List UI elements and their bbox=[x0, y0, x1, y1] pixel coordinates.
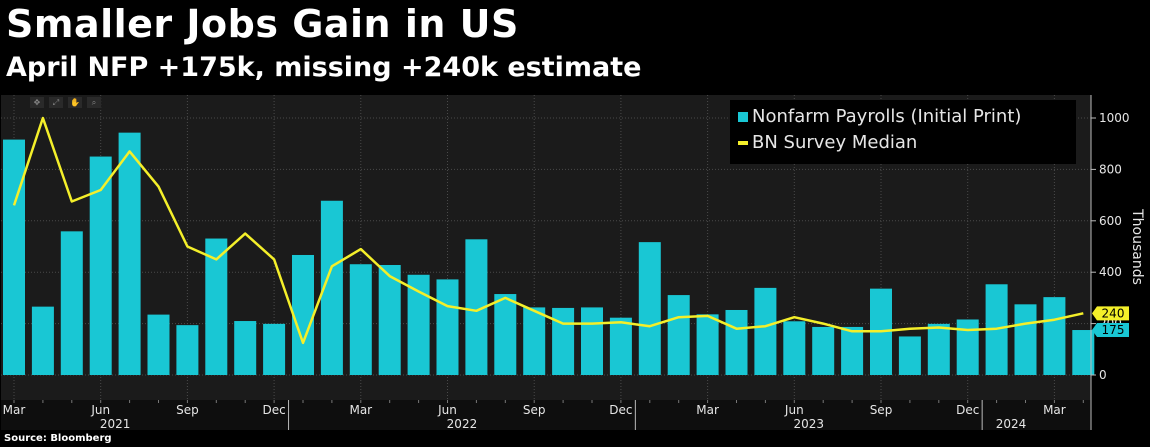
bar bbox=[89, 156, 112, 375]
year-label: 2024 bbox=[996, 417, 1027, 431]
year-label: 2023 bbox=[793, 417, 824, 431]
x-tick-label: Sep bbox=[176, 403, 199, 417]
y-axis: 02004006008001000Thousands bbox=[1090, 95, 1145, 430]
pan-icon[interactable]: ✋ bbox=[68, 97, 82, 108]
bar bbox=[465, 239, 488, 375]
chart-title: Smaller Jobs Gain in US bbox=[6, 2, 519, 46]
bar bbox=[956, 319, 979, 375]
x-tick-label: Jun bbox=[437, 403, 457, 417]
bar bbox=[263, 323, 286, 375]
bar bbox=[147, 314, 170, 375]
x-tick-label: Sep bbox=[870, 403, 893, 417]
x-tick-label: Dec bbox=[609, 403, 632, 417]
bar bbox=[696, 314, 719, 375]
x-tick-label: Dec bbox=[262, 403, 285, 417]
y-tick-label: 1000 bbox=[1099, 111, 1130, 125]
bar bbox=[349, 264, 372, 375]
bar bbox=[1043, 297, 1066, 375]
zoom-area-icon[interactable]: ⤢ bbox=[49, 97, 63, 108]
payroll-bars bbox=[3, 132, 1095, 375]
bar bbox=[667, 295, 690, 375]
bar bbox=[494, 294, 517, 375]
bar bbox=[841, 326, 864, 375]
bar bbox=[176, 325, 199, 375]
legend-label-survey: BN Survey Median bbox=[752, 132, 918, 153]
bar bbox=[552, 307, 575, 375]
bar bbox=[898, 336, 921, 375]
bar bbox=[581, 307, 603, 375]
end-label-box bbox=[1092, 306, 1129, 321]
bar bbox=[292, 254, 314, 375]
bar bbox=[783, 321, 806, 375]
y-tick-label: 600 bbox=[1099, 214, 1122, 228]
bar bbox=[436, 279, 459, 375]
legend-label-payrolls: Nonfarm Payrolls (Initial Print) bbox=[752, 106, 1022, 127]
bar bbox=[725, 309, 748, 375]
end-label-box bbox=[1092, 323, 1129, 338]
bar bbox=[927, 323, 950, 375]
bar bbox=[378, 265, 401, 375]
survey-line-path bbox=[12, 116, 1084, 345]
bar bbox=[60, 231, 83, 375]
end-label-text: 175 bbox=[1102, 323, 1125, 337]
x-tick-label: Jun bbox=[784, 403, 804, 417]
legend-swatch-bar bbox=[738, 111, 748, 122]
end-label-survey: 240 bbox=[1092, 306, 1129, 321]
x-axis: Mar Jun Sep Dec Mar Jun Sep Dec Mar Jun Sep Dec Mar 2… bbox=[3, 400, 1084, 431]
y-axis-title: Thousands bbox=[1129, 208, 1145, 285]
bar bbox=[638, 242, 661, 375]
bar bbox=[320, 200, 343, 375]
x-tick-label: Mar bbox=[1043, 403, 1066, 417]
legend-item-survey: BN Survey Median bbox=[738, 132, 917, 153]
end-label-text: 240 bbox=[1102, 306, 1125, 320]
x-tick-label: Dec bbox=[956, 403, 979, 417]
x-tick-label: Mar bbox=[349, 403, 372, 417]
bar bbox=[234, 321, 257, 375]
x-tick-label: Mar bbox=[3, 403, 26, 417]
chart-toolbar: ✥ ⤢ ✋ ⌕ bbox=[30, 97, 101, 109]
x-tick-label: Jun bbox=[90, 403, 110, 417]
bar bbox=[812, 326, 835, 375]
bar bbox=[1072, 330, 1095, 375]
legend: Nonfarm Payrolls (Initial Print) BN Surv… bbox=[730, 100, 1076, 164]
y-tick-label: 0 bbox=[1099, 368, 1107, 382]
legend-item-payrolls: Nonfarm Payrolls (Initial Print) bbox=[738, 106, 1021, 127]
source-note: Source: Bloomberg bbox=[4, 433, 112, 444]
year-label: 2022 bbox=[447, 417, 478, 431]
bar bbox=[609, 317, 632, 375]
bar bbox=[754, 287, 777, 375]
x-tick-label: Mar bbox=[696, 403, 719, 417]
y-tick-label: 400 bbox=[1099, 265, 1122, 279]
bar bbox=[407, 274, 430, 375]
x-axis-band bbox=[1, 400, 1091, 430]
x-tick-label: Sep bbox=[523, 403, 546, 417]
legend-swatch-line bbox=[738, 140, 748, 145]
bar bbox=[3, 139, 25, 375]
y-tick-label: 800 bbox=[1099, 162, 1122, 176]
move-icon[interactable]: ✥ bbox=[30, 97, 44, 108]
end-label-payrolls: 175 bbox=[1092, 323, 1129, 338]
bar bbox=[118, 132, 141, 375]
year-label: 2021 bbox=[100, 417, 131, 431]
bar bbox=[31, 306, 54, 375]
bar bbox=[523, 307, 546, 375]
bar bbox=[205, 238, 228, 375]
magnify-icon[interactable]: ⌕ bbox=[87, 97, 101, 108]
bar bbox=[1014, 304, 1037, 375]
chart-subtitle: April NFP +175k, missing +240k estimate bbox=[6, 52, 642, 83]
survey-line bbox=[12, 116, 1084, 345]
